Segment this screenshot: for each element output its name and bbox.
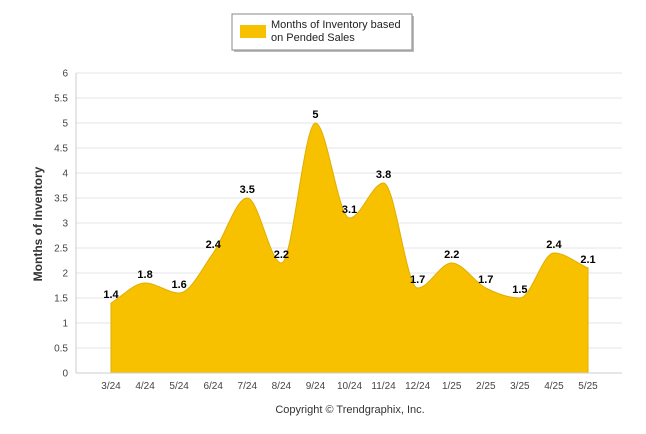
data-label: 3.1 (342, 204, 357, 216)
y-tick-label: 0.5 (54, 344, 68, 355)
x-tick-label: 2/25 (476, 381, 496, 392)
y-tick-label: 1.5 (54, 294, 68, 305)
x-tick-label: 7/24 (238, 381, 258, 392)
legend-label-line-2: on Pended Sales (271, 32, 355, 44)
x-tick-label: 10/24 (337, 381, 362, 392)
x-tick-label: 12/24 (405, 381, 430, 392)
data-label: 3.8 (376, 169, 391, 181)
data-label: 1.6 (171, 279, 186, 291)
y-tick-label: 0 (62, 369, 68, 380)
copyright-text: Copyright © Trendgraphix, Inc. (275, 404, 424, 416)
data-label: 1.7 (410, 274, 425, 286)
x-tick-label: 6/24 (203, 381, 223, 392)
y-tick-label: 5.5 (54, 94, 68, 105)
data-label: 1.5 (512, 284, 527, 296)
axes (75, 73, 622, 374)
y-tick-label: 3 (62, 219, 68, 230)
data-label: 3.5 (240, 184, 255, 196)
y-tick-label: 1 (62, 319, 68, 330)
x-tick-label: 9/24 (306, 381, 326, 392)
data-label: 2.2 (444, 249, 459, 261)
y-tick-label: 4.5 (54, 144, 68, 155)
x-tick-label: 5/24 (169, 381, 189, 392)
x-tick-label: 5/25 (578, 381, 598, 392)
y-tick-label: 6 (62, 69, 68, 80)
legend-label-line-1: Months of Inventory based (271, 19, 401, 31)
y-tick-label: 2.5 (54, 244, 68, 255)
data-label: 1.7 (478, 274, 493, 286)
legend: Months of Inventory based on Pended Sale… (231, 13, 414, 52)
data-label: 1.8 (137, 269, 152, 281)
x-tick-label: 3/25 (510, 381, 530, 392)
x-tick-label: 8/24 (272, 381, 292, 392)
area-series (110, 122, 589, 374)
data-label: 2.4 (206, 239, 222, 251)
x-tick-label: 11/24 (371, 381, 396, 392)
inventory-area (110, 122, 589, 374)
legend-swatch (240, 25, 266, 38)
data-label: 2.2 (274, 249, 289, 261)
y-tick-label: 5 (62, 119, 68, 130)
x-tick-labels: 3/24 4/24 5/24 6/24 7/24 8/24 9/24 10/24 11/24 12… (101, 381, 598, 392)
data-label: 2.1 (580, 254, 595, 266)
data-labels: 1.4 1.8 1.6 2.4 3.5 2.2 5 3.1 3.8 1.7 2.2 1.7 1.5 2.4… (103, 109, 595, 301)
x-tick-label: 3/24 (101, 381, 121, 392)
data-label: 5 (312, 109, 318, 121)
x-tick-label: 4/25 (544, 381, 564, 392)
data-label: 2.4 (546, 239, 562, 251)
y-tick-label: 4 (62, 169, 68, 180)
data-label: 1.4 (103, 289, 119, 301)
x-tick-label: 1/25 (442, 381, 462, 392)
y-tick-labels: 0 0.5 1 1.5 2 2.5 3 3.5 4 4.5 5 5.5 6 (54, 69, 68, 380)
y-tick-label: 3.5 (54, 194, 68, 205)
x-tick-label: 4/24 (135, 381, 155, 392)
y-axis-title: Months of Inventory (31, 166, 45, 281)
y-tick-label: 2 (62, 269, 68, 280)
